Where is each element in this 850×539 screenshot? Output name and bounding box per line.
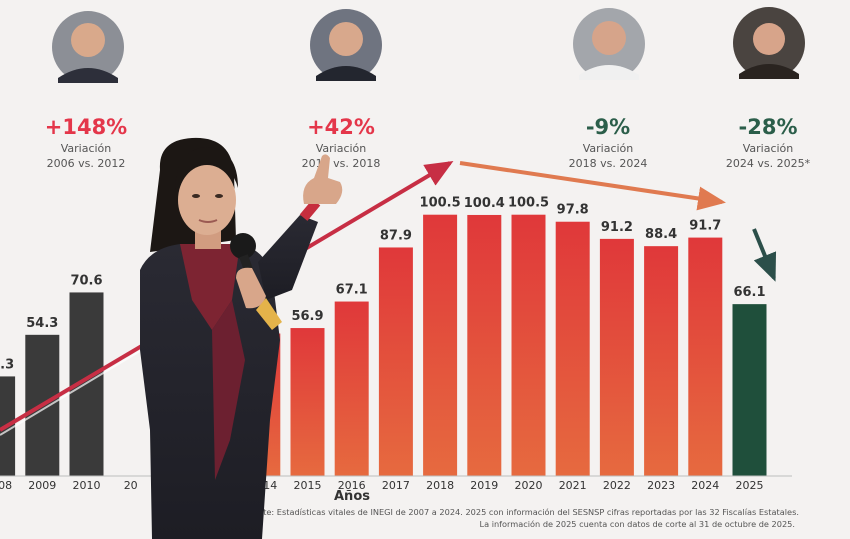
variation-period: 2024 vs. 2025* xyxy=(726,157,811,170)
year-label-2019: 2019 xyxy=(470,479,498,492)
bar-2021 xyxy=(555,221,590,476)
trend-arrow-plateau xyxy=(459,161,726,211)
year-label-2010: 2010 xyxy=(73,479,101,492)
variation-label: Variación xyxy=(61,142,112,155)
year-label-2020: 2020 xyxy=(515,479,543,492)
year-label-2015: 2015 xyxy=(294,479,322,492)
value-label-2019: 100.4 xyxy=(464,196,505,211)
year-label-2023: 2023 xyxy=(647,479,675,492)
value-label-2016: 67.1 xyxy=(336,283,368,298)
value-label-2020: 100.5 xyxy=(508,196,549,211)
value-label-2021: 97.8 xyxy=(557,203,589,218)
x-axis-title: Años xyxy=(334,489,370,504)
year-label-2024: 2024 xyxy=(691,479,719,492)
bar-2019 xyxy=(467,214,502,476)
bar-2022 xyxy=(599,238,634,476)
bar-2025 xyxy=(732,304,767,476)
presenter-figure xyxy=(140,137,343,539)
value-label-2010: 70.6 xyxy=(70,273,102,288)
bar-2017 xyxy=(378,247,413,476)
bar-2016 xyxy=(334,301,369,476)
president-portrait-2 xyxy=(310,9,382,81)
year-label-2018: 2018 xyxy=(426,479,454,492)
value-label-2008: 38.3 xyxy=(0,357,14,372)
year-label-2025: 2025 xyxy=(736,479,764,492)
value-label-2023: 88.4 xyxy=(645,227,677,242)
trend-arrow-falling xyxy=(752,228,777,282)
variation-label: Variación xyxy=(583,142,634,155)
variation-period: 2012 vs. 2018 xyxy=(302,157,381,170)
year-label-2011: 20 xyxy=(124,479,138,492)
year-label-2009: 2009 xyxy=(28,479,56,492)
year-label-2021: 2021 xyxy=(559,479,587,492)
year-label-2008: 2008 xyxy=(0,479,12,492)
variation-percent: -9% xyxy=(586,115,630,139)
president-portrait-1 xyxy=(52,11,124,83)
variation-label: Variación xyxy=(316,142,367,155)
value-label-2025: 66.1 xyxy=(733,285,765,300)
bar-2020 xyxy=(511,214,546,476)
variation-period: 2018 vs. 2024 xyxy=(569,157,648,170)
year-label-2017: 2017 xyxy=(382,479,410,492)
value-label-2015: 56.9 xyxy=(291,309,323,324)
president-variation-4: -28% Variación 2024 vs. 2025* xyxy=(726,115,811,170)
variation-period: 2006 vs. 2012 xyxy=(47,157,126,170)
value-label-2024: 91.7 xyxy=(689,219,721,234)
source-note-line1: nte: Estadísticas vitales de INEGI de 20… xyxy=(258,507,799,517)
value-label-2017: 87.9 xyxy=(380,228,412,243)
year-label-2022: 2022 xyxy=(603,479,631,492)
president-variation-3: -9% Variación 2018 vs. 2024 xyxy=(569,115,648,170)
bars-layer: 38.3200854.3200970.620102054.8201456.920… xyxy=(0,196,767,492)
variation-label: Variación xyxy=(743,142,794,155)
value-label-2022: 91.2 xyxy=(601,220,633,235)
variation-percent: +148% xyxy=(45,115,127,139)
variation-percent: -28% xyxy=(739,115,798,139)
trend-arrow-rising-shadow xyxy=(0,344,151,436)
bar-2024 xyxy=(688,237,723,476)
bar-2018 xyxy=(423,214,458,476)
value-label-2009: 54.3 xyxy=(26,316,58,331)
year-label-2016: 2016 xyxy=(338,479,366,492)
president-portrait-3 xyxy=(573,8,645,80)
president-variation-1: +148% Variación 2006 vs. 2012 xyxy=(45,115,127,170)
president-portrait-4 xyxy=(733,7,805,79)
bar-2015 xyxy=(290,328,325,476)
value-label-2018: 100.5 xyxy=(420,196,461,211)
source-note-line2: La información de 2025 cuenta con datos … xyxy=(480,519,795,529)
president-variation-2: +42% Variación 2012 vs. 2018 xyxy=(302,115,381,170)
bar-2023 xyxy=(644,246,679,476)
variation-percent: +42% xyxy=(307,115,375,139)
